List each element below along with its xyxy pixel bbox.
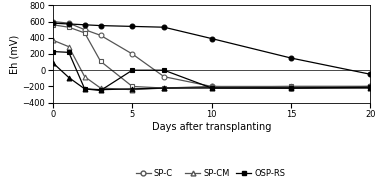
Legend: SP-C, SP-RS, SP-CM, OSP-C, OSP-RS, OSP-CM: SP-C, SP-RS, SP-CM, OSP-C, OSP-RS, OSP-C… <box>134 167 290 177</box>
Y-axis label: Eh (mV): Eh (mV) <box>10 34 20 74</box>
X-axis label: Days after transplanting: Days after transplanting <box>152 122 271 132</box>
